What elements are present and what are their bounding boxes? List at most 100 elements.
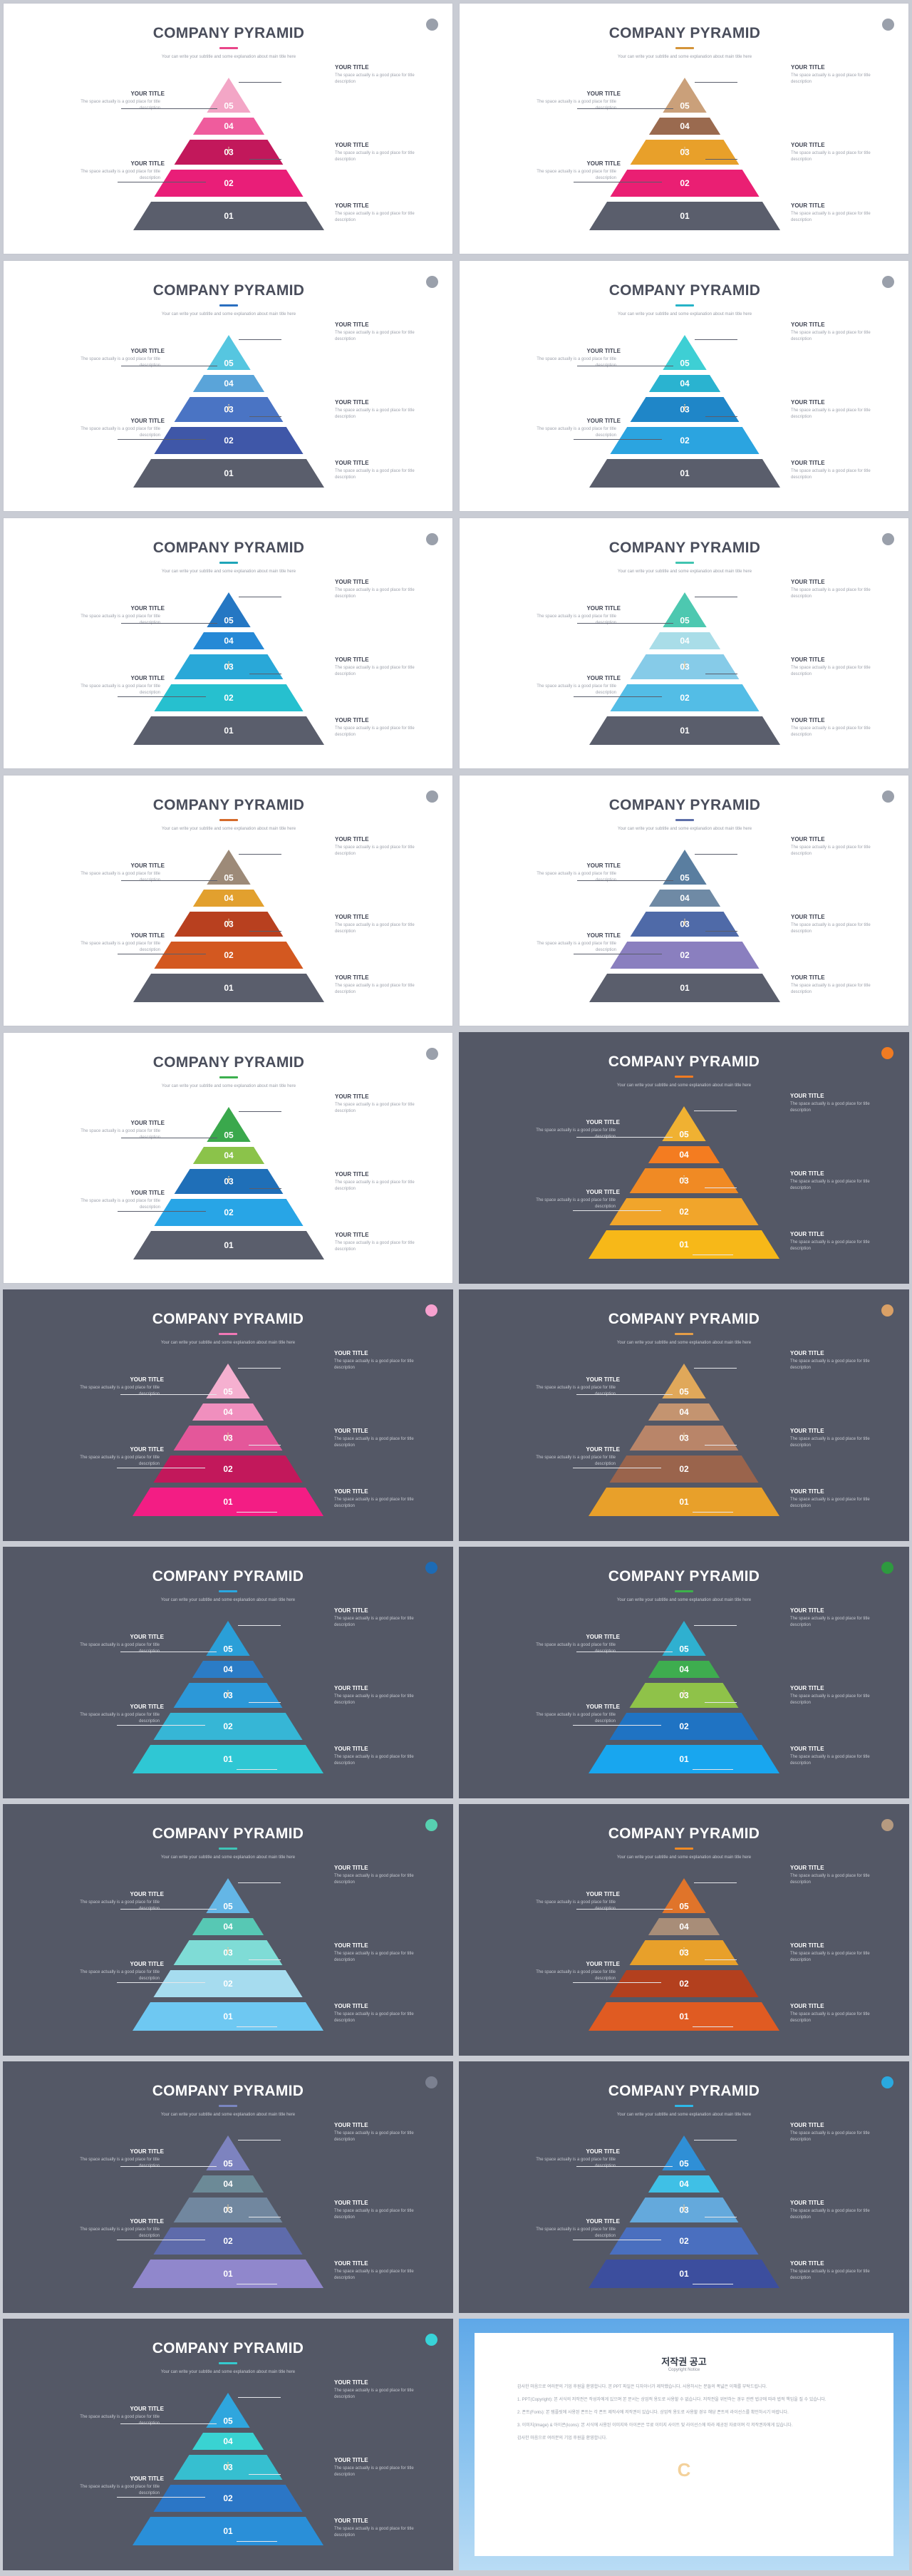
pyramid-diagram: 01 02 03 04 05 xyxy=(589,1364,779,1516)
layer-number-02: 02 xyxy=(679,1979,689,1989)
lightbulb-icon: i xyxy=(683,1946,685,1956)
layer-number-04: 04 xyxy=(679,2179,689,2189)
caption-leader-line xyxy=(574,439,662,440)
slide-thumbnail[interactable]: COMPANY PYRAMID Your can write your subti… xyxy=(3,775,453,1026)
slide-subtitle: Your can write your subtitle and some ex… xyxy=(160,1341,296,1345)
caption-leader-line xyxy=(249,1188,281,1189)
caption-description-04: The space actually is a good place for t… xyxy=(80,2415,160,2426)
slide-thumbnail[interactable]: COMPANY PYRAMID Your can write your subti… xyxy=(459,260,909,512)
slide-thumbnail[interactable]: COMPANY PYRAMID Your can write your subti… xyxy=(3,517,453,769)
layer-number-04: 04 xyxy=(224,893,234,903)
pyramid-layer-02 xyxy=(154,684,304,711)
layer-number-02: 02 xyxy=(679,1207,689,1217)
layer-number-05: 05 xyxy=(224,873,234,883)
slide-title: COMPANY PYRAMID xyxy=(608,25,761,41)
layer-number-04: 04 xyxy=(224,121,234,131)
caption-description-04: The space actually is a good place for t… xyxy=(81,872,160,882)
caption-description-03: The space actually is a good place for t… xyxy=(790,2209,870,2220)
pyramid-layer-03 xyxy=(174,654,284,679)
caption-title-02: YOUR TITLE xyxy=(586,1189,620,1195)
pyramid-layer-04 xyxy=(192,2175,264,2193)
slide-thumbnail[interactable]: COMPANY PYRAMID Your can write your subti… xyxy=(3,2061,453,2313)
caption-title-05: YOUR TITLE xyxy=(335,64,369,71)
caption-description-01: The space actually is a good place for t… xyxy=(790,1240,870,1251)
caption-title-03: YOUR TITLE xyxy=(335,1171,369,1178)
pyramid-layer-03 xyxy=(629,2198,739,2222)
caption-title-03: YOUR TITLE xyxy=(335,142,369,148)
caption-title-05: YOUR TITLE xyxy=(791,321,825,328)
slide-thumbnail[interactable]: COMPANY PYRAMID Your can write your subti… xyxy=(3,1547,453,1798)
caption-title-04: YOUR TITLE xyxy=(586,862,621,869)
caption-title-04: YOUR TITLE xyxy=(586,348,621,354)
layer-number-04: 04 xyxy=(223,1407,233,1417)
slide-thumbnail[interactable]: COMPANY PYRAMID Your can write your subti… xyxy=(459,2061,909,2313)
slide-thumbnail[interactable]: COMPANY PYRAMID Your can write your subti… xyxy=(459,1804,909,2056)
slide-thumbnail[interactable]: COMPANY PYRAMID Your can write your subti… xyxy=(459,1032,909,1284)
caption-title-02: YOUR TITLE xyxy=(586,932,621,939)
slide-thumbnail[interactable]: COMPANY PYRAMID Your can write your subti… xyxy=(459,1547,909,1798)
copyright-notice-slide[interactable]: 저작권 공고 Copyright Notice 감사한 마음으로 여러분의 기업 후… xyxy=(459,2319,909,2570)
slide-thumbnail[interactable]: COMPANY PYRAMID Your can write your subti… xyxy=(459,3,909,254)
caption-description-04: The space actually is a good place for t… xyxy=(537,872,616,882)
slide-thumbnail[interactable]: COMPANY PYRAMID Your can write your subti… xyxy=(3,2319,453,2570)
caption-title-02: YOUR TITLE xyxy=(130,418,165,424)
pyramid-layer-04 xyxy=(648,1918,720,1935)
caption-leader-line xyxy=(694,1368,737,1369)
caption-description-03: The space actually is a good place for t… xyxy=(335,151,415,162)
caption-title-01: YOUR TITLE xyxy=(335,1232,369,1238)
slide-thumbnail[interactable]: COMPANY PYRAMID Your can write your subti… xyxy=(459,1289,909,1541)
notice-title: 저작권 공고 xyxy=(661,2356,707,2367)
layer-number-03: 03 xyxy=(224,919,234,929)
caption-leader-line xyxy=(238,2397,281,2398)
pyramid-layer-02 xyxy=(154,427,304,454)
layer-number-05: 05 xyxy=(223,1902,233,1912)
slide-thumbnail[interactable]: COMPANY PYRAMID Your can write your subti… xyxy=(459,775,909,1026)
caption-description-01: The space actually is a good place for t… xyxy=(790,1755,870,1766)
slide-thumbnail[interactable]: COMPANY PYRAMID Your can write your subti… xyxy=(459,517,909,769)
pyramid-layer-05 xyxy=(207,335,251,370)
pyramid-layer-05 xyxy=(663,78,707,113)
caption-leader-line xyxy=(705,1959,737,1960)
title-underline xyxy=(675,47,694,49)
layer-number-05: 05 xyxy=(223,2416,233,2426)
layer-number-02: 02 xyxy=(223,1464,233,1474)
notice-body: 감사한 마음으로 여러분의 기업 후원을 환영합니다. 본 PPT 파일은 디자… xyxy=(517,2384,851,2448)
slide-thumbnail[interactable]: COMPANY PYRAMID Your can write your subti… xyxy=(3,1289,453,1541)
pyramid-layer-03 xyxy=(630,140,740,165)
slide-title: COMPANY PYRAMID xyxy=(152,2083,304,2099)
copyright-c-icon: C xyxy=(677,2459,691,2480)
caption-title-03: YOUR TITLE xyxy=(791,399,825,406)
slide-thumbnail[interactable]: COMPANY PYRAMID Your can write your subti… xyxy=(3,1804,453,2056)
pyramid-layer-01 xyxy=(133,2260,323,2288)
caption-description-03: The space actually is a good place for t… xyxy=(791,408,871,419)
caption-description-05: The space actually is a good place for t… xyxy=(335,588,415,599)
lightbulb-icon: i xyxy=(227,145,230,155)
pyramid-layer-01 xyxy=(589,2260,779,2288)
notice-paragraph: 3. 이미지(Image) & 아이콘(Icons): 본 서식에 사용된 이미… xyxy=(517,2423,793,2428)
caption-description-02: The space actually is a good place for t… xyxy=(537,684,616,695)
slide-subtitle: Your can write your subtitle and some ex… xyxy=(617,55,752,59)
slide-title: COMPANY PYRAMID xyxy=(152,797,305,813)
caption-title-05: YOUR TITLE xyxy=(334,2379,368,2386)
pyramid-layer-03 xyxy=(174,140,284,165)
slide-title: COMPANY PYRAMID xyxy=(152,1311,304,1327)
pyramid-layer-01 xyxy=(133,1745,323,1773)
layer-number-02: 02 xyxy=(223,2493,233,2503)
layer-number-02: 02 xyxy=(680,950,690,960)
caption-leader-line xyxy=(695,854,737,855)
caption-leader-line xyxy=(705,931,737,932)
layer-number-01: 01 xyxy=(680,211,690,221)
caption-title-04: YOUR TITLE xyxy=(130,1120,165,1126)
slide-badge-icon xyxy=(882,19,894,31)
pyramid-layer-04 xyxy=(648,1146,720,1163)
pyramid-layer-05 xyxy=(207,78,251,113)
slide-thumbnail[interactable]: COMPANY PYRAMID Your can write your subti… xyxy=(3,1032,453,1284)
layer-number-04: 04 xyxy=(679,1922,689,1932)
caption-leader-line xyxy=(577,623,673,624)
caption-title-02: YOUR TITLE xyxy=(130,932,165,939)
caption-title-04: YOUR TITLE xyxy=(130,605,165,612)
slide-thumbnail[interactable]: COMPANY PYRAMID Your can write your subti… xyxy=(3,3,453,254)
caption-title-05: YOUR TITLE xyxy=(790,1093,824,1099)
slide-thumbnail[interactable]: COMPANY PYRAMID Your can write your subti… xyxy=(3,260,453,512)
caption-description-04: The space actually is a good place for t… xyxy=(80,2158,160,2168)
